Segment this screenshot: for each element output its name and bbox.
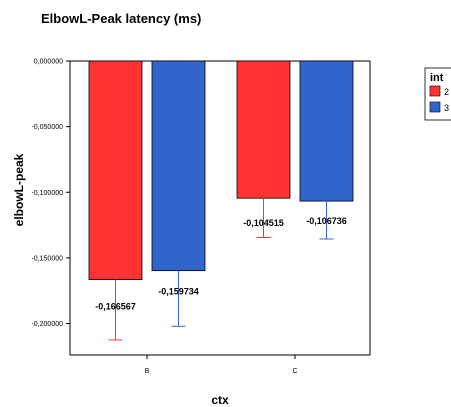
legend-swatch-3 (429, 101, 441, 113)
x-tick-label: B (145, 368, 150, 375)
data-label: -0,166567 (95, 302, 136, 312)
legend-label-3: 3 (444, 103, 449, 113)
y-tick-label: -0,100000 (31, 190, 63, 197)
chart-title: ElbowL-Peak latency (ms) (41, 11, 201, 26)
bar-3-B (151, 60, 206, 272)
y-tick-label: 0,000000 (34, 59, 63, 66)
bar-2-C (236, 60, 291, 199)
legend-swatch-2 (429, 85, 441, 97)
data-labels: -0,166567 -0,104515 -0,159734 -0,106736 (95, 216, 347, 312)
legend: int 2 3 (424, 67, 451, 121)
y-tick-label: -0,050000 (31, 124, 63, 131)
bars (88, 60, 354, 341)
data-label: -0,106736 (306, 216, 347, 226)
plot-frame (69, 60, 371, 356)
legend-title: int (430, 72, 444, 84)
bar-3-C (299, 60, 354, 202)
y-axis-label: elbowL-peak (12, 153, 26, 226)
y-tick-label: -0,150000 (31, 255, 63, 262)
y-tick-label: -0,200000 (31, 321, 63, 328)
legend-label-2: 2 (444, 87, 449, 97)
data-label: -0,159734 (158, 287, 199, 297)
y-ticks: 0,000000 -0,050000 -0,100000 -0,150000 -0,20… (31, 59, 70, 328)
x-axis-label: ctx (211, 393, 229, 407)
data-label: -0,104515 (243, 218, 284, 228)
bar-2-B (88, 60, 143, 281)
x-tick-label: C (292, 368, 297, 375)
